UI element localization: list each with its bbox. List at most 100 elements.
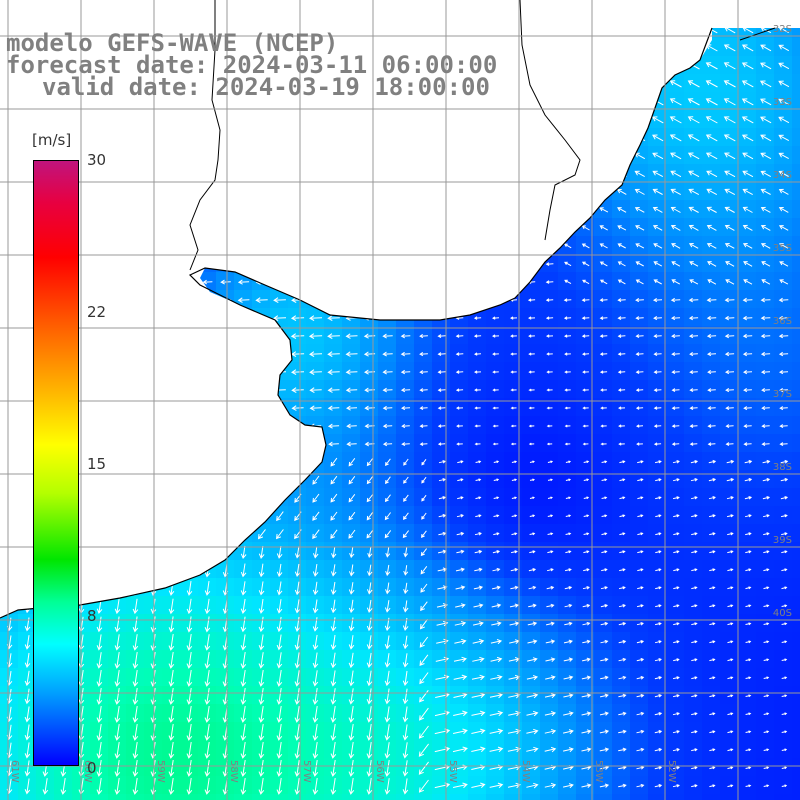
wind-arrow [348, 457, 356, 467]
wind-arrow [636, 729, 645, 734]
wind-arrow [598, 28, 609, 33]
wind-arrow [688, 315, 699, 321]
wind-arrow [168, 100, 175, 104]
field-cell [342, 434, 360, 452]
field-cell [648, 488, 666, 506]
field-cell [774, 668, 792, 686]
wind-arrow [327, 261, 340, 267]
wind-arrow [687, 44, 700, 52]
field-cell [270, 524, 288, 542]
wind-arrow [114, 244, 121, 248]
field-cell [162, 632, 180, 650]
wind-arrow [582, 370, 589, 374]
field-cell [486, 110, 504, 128]
field-cell [108, 578, 126, 596]
wind-arrow [599, 279, 608, 285]
wind-arrow [291, 423, 304, 429]
field-cell [216, 200, 234, 218]
wind-arrow [527, 208, 536, 213]
field-cell [522, 650, 540, 668]
wind-arrow [168, 598, 175, 615]
field-cell [738, 668, 756, 686]
wind-arrow [400, 333, 411, 339]
field-cell [180, 290, 198, 308]
wind-arrow [690, 460, 699, 464]
wind-arrow [23, 406, 32, 410]
wind-arrow [742, 243, 753, 249]
wind-arrow [652, 152, 664, 160]
field-cell [504, 722, 522, 740]
field-cell [468, 794, 486, 800]
field-cell [216, 740, 234, 758]
field-cell [414, 632, 432, 650]
wind-arrow [258, 118, 265, 122]
wind-arrow [492, 388, 499, 392]
field-cell [522, 578, 540, 596]
wind-arrow [114, 778, 121, 795]
field-cell [288, 452, 306, 470]
field-cell [414, 758, 432, 776]
field-cell [450, 740, 468, 758]
wind-arrow [114, 262, 121, 266]
field-cell [684, 794, 702, 800]
field-cell [378, 524, 396, 542]
wind-arrow [348, 760, 355, 777]
field-cell [450, 236, 468, 254]
lon-label: 56W [374, 760, 385, 783]
wind-arrow [707, 388, 716, 393]
wind-arrow [310, 225, 321, 231]
field-cell [108, 308, 126, 326]
field-cell [486, 146, 504, 164]
wind-arrow [382, 387, 393, 393]
field-cell [522, 686, 540, 704]
field-cell [522, 92, 540, 110]
wind-arrow [562, 81, 573, 87]
wind-arrow [724, 188, 736, 196]
field-cell [252, 614, 270, 632]
field-cell [180, 704, 198, 722]
field-cell [270, 704, 288, 722]
field-cell [234, 722, 252, 740]
field-cell [90, 344, 108, 362]
field-cell [738, 578, 756, 596]
field-cell [684, 776, 702, 794]
wind-arrow [637, 568, 644, 572]
field-cell [180, 380, 198, 398]
wind-arrow [547, 550, 554, 554]
wind-arrow [744, 496, 753, 500]
wind-arrow [256, 225, 267, 231]
field-cell [270, 344, 288, 362]
field-cell [558, 110, 576, 128]
wind-arrow [509, 136, 518, 141]
wind-arrow [544, 99, 555, 105]
field-cell [198, 578, 216, 596]
field-cell [504, 488, 522, 506]
wind-arrow [565, 532, 572, 536]
field-cell [414, 272, 432, 290]
field-cell [288, 128, 306, 146]
field-cell [324, 164, 342, 182]
field-cell [612, 470, 630, 488]
field-cell [342, 146, 360, 164]
field-cell [234, 740, 252, 758]
field-cell [180, 542, 198, 560]
field-cell [774, 290, 792, 308]
wind-arrow [384, 512, 392, 521]
field-cell [612, 146, 630, 164]
wind-arrow [637, 532, 644, 536]
wind-arrow [563, 243, 572, 249]
wind-arrow [311, 190, 320, 194]
wind-arrow [383, 190, 392, 194]
wind-arrow [294, 563, 301, 577]
wind-arrow [727, 622, 734, 626]
wind-arrow [185, 244, 194, 249]
wind-arrow [725, 442, 734, 446]
wind-arrow [545, 244, 554, 248]
wind-arrow [186, 154, 193, 158]
field-cell [378, 362, 396, 380]
field-cell [774, 776, 792, 794]
wind-arrow [600, 406, 607, 410]
field-cell [180, 506, 198, 524]
wind-arrow [709, 658, 716, 662]
field-cell [630, 452, 648, 470]
